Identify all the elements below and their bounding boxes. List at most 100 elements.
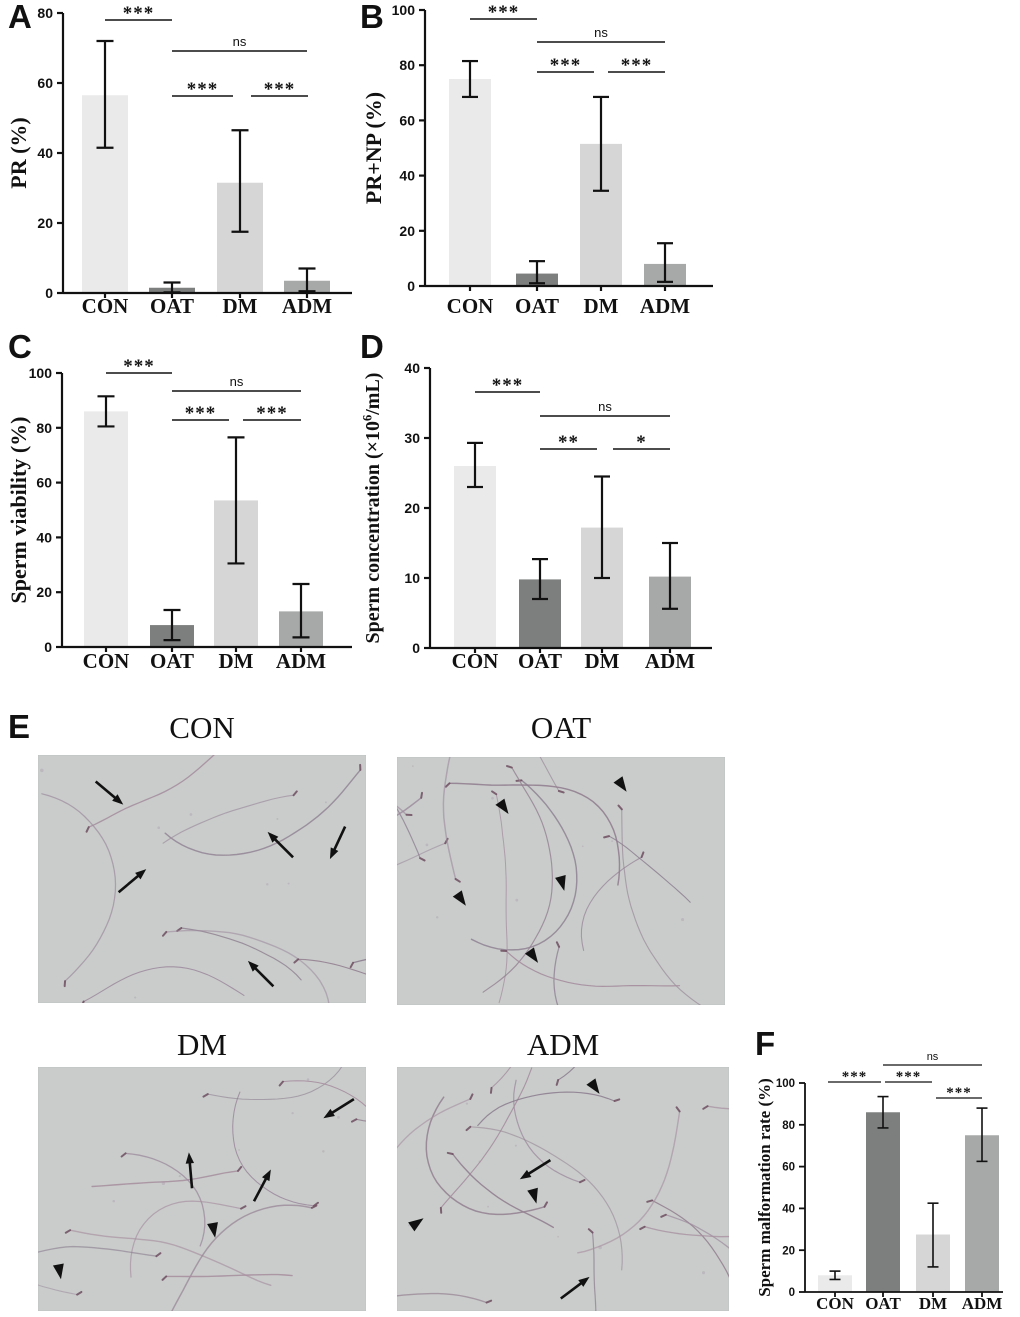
panel-a-svg: A 0 20 40 60 80 CON OAT DM ADM PR (%) *** ns *** *** <box>6 0 352 318</box>
ytick-label: 0 <box>789 1287 795 1299</box>
arrowhead-marker <box>613 776 627 792</box>
ytick-label: 60 <box>37 75 53 91</box>
error-bar-CON <box>97 395 115 428</box>
ytick-label: 20 <box>399 223 415 239</box>
significance-label: *** <box>550 55 582 76</box>
ytick-label: 0 <box>412 640 420 656</box>
y-axis-label: PR (%) <box>6 117 31 188</box>
ytick-label: 80 <box>36 420 52 436</box>
y-axis-label: Sperm concentration (×106/mL) <box>360 373 384 644</box>
significance-CON-OAT: *** <box>470 2 537 23</box>
bar-CON <box>818 1275 852 1292</box>
significance-label: ns <box>230 374 244 389</box>
panel-letter: F <box>755 1025 775 1062</box>
significance-DM-ADM: *** <box>608 55 665 76</box>
significance-label: *** <box>946 1085 972 1101</box>
y-axis-label: Sperm malformation rate (%) <box>755 1078 774 1297</box>
micrograph-label-OAT: OAT <box>531 710 591 745</box>
micrograph-label-DM: DM <box>177 1027 227 1062</box>
arrowhead-marker <box>408 1218 424 1232</box>
axes <box>60 373 352 649</box>
error-bar-ADM <box>976 1107 988 1163</box>
arrowhead-marker <box>555 875 566 891</box>
ytick-label: 40 <box>404 360 420 376</box>
ytick-label: 40 <box>37 145 53 161</box>
error-bar-CON <box>829 1270 841 1281</box>
micrograph-CON <box>38 755 366 1003</box>
ytick-label: 30 <box>404 430 420 446</box>
error-bar-ADM <box>657 242 673 283</box>
ytick-label: 100 <box>776 1078 795 1090</box>
panel-b-svg: B 0 20 40 60 80 100 CON OAT DM ADM PR+NP (%) *** ns **… <box>360 0 713 318</box>
significance-label: ** <box>558 432 579 453</box>
significance-OAT-DM: *** <box>537 55 594 76</box>
significance-label: *** <box>187 79 219 100</box>
error-bar-DM <box>594 475 610 580</box>
axes <box>804 1083 1003 1293</box>
y-axis-label: PR+NP (%) <box>361 92 386 204</box>
significance-OAT-DM: *** <box>172 403 229 424</box>
ytick-label: 20 <box>404 500 420 516</box>
panel-letter: B <box>360 0 384 35</box>
category-label: DM <box>584 294 619 318</box>
arrow-marker <box>94 780 124 805</box>
error-bar-ADM <box>662 541 678 610</box>
category-label: OAT <box>150 294 194 318</box>
arrowhead-marker <box>495 798 509 815</box>
category-label: DM <box>919 1294 947 1313</box>
category-label: ADM <box>282 294 332 318</box>
panel-b-chart: B 0 20 40 60 80 100 CON OAT DM ADM PR+NP (%) *** ns **… <box>355 0 740 330</box>
significance-OAT-DM: *** <box>885 1069 932 1085</box>
panel-letter: C <box>8 330 32 365</box>
arrow-marker <box>267 831 294 859</box>
ytick-label: 40 <box>782 1204 795 1216</box>
significance-CON-OAT: *** <box>828 1069 881 1085</box>
error-bar-OAT <box>877 1095 889 1129</box>
category-label: OAT <box>518 649 562 673</box>
arrow-marker <box>247 960 275 988</box>
error-bar-DM <box>593 95 609 192</box>
arrow-marker <box>560 1276 590 1300</box>
ytick-label: 0 <box>407 278 415 294</box>
arrowhead-marker <box>452 890 466 906</box>
significance-label: ns <box>598 399 612 414</box>
category-label: CON <box>82 294 129 318</box>
error-bar-ADM <box>298 267 316 293</box>
ytick-label: 60 <box>782 1162 795 1174</box>
significance-DM-ADM: *** <box>243 403 301 424</box>
arrow-marker <box>519 1159 552 1180</box>
ytick-label: 80 <box>782 1120 795 1132</box>
ytick-label: 60 <box>36 475 52 491</box>
ytick-label: 20 <box>37 215 53 231</box>
panel-f-chart: F 0 20 40 60 80 100 CON OAT DM ADM Sperm malformati… <box>740 1020 1020 1317</box>
ytick-label: 20 <box>782 1245 795 1257</box>
significance-label: ns <box>594 25 608 40</box>
category-label: CON <box>452 649 499 673</box>
arrowhead-marker <box>586 1078 600 1094</box>
arrow-marker <box>329 825 347 860</box>
significance-label: ns <box>233 34 247 49</box>
arrow-marker <box>323 1098 355 1119</box>
micrograph-label-ADM: ADM <box>527 1027 599 1062</box>
error-bar-CON <box>96 39 114 149</box>
ytick-label: 80 <box>399 57 415 73</box>
panel-letter: A <box>8 0 32 35</box>
significance-OAT-ADM: ns <box>172 34 307 52</box>
significance-CON-OAT: *** <box>105 3 172 24</box>
micrograph-label-CON: CON <box>169 710 234 745</box>
significance-OAT-ADM: ns <box>540 399 670 417</box>
panel-e-svg: E CON OAT DM ADM <box>8 708 729 1311</box>
y-axis-label: Sperm viability (%) <box>6 417 31 604</box>
panel-c-svg: C 0 20 40 60 80 100 CON OAT DM ADM Sperm viability … <box>6 330 352 673</box>
panel-letter: D <box>360 330 384 365</box>
category-label: DM <box>585 649 620 673</box>
ytick-label: 60 <box>399 112 415 128</box>
ytick-label: 100 <box>29 365 53 381</box>
ytick-label: 100 <box>392 2 416 18</box>
panel-e-micrographs: E CON OAT DM ADM <box>0 690 740 1317</box>
significance-OAT-DM: *** <box>172 79 233 100</box>
bar-CON <box>84 411 128 647</box>
panel-c-chart: C 0 20 40 60 80 100 CON OAT DM ADM Sperm viability … <box>0 330 355 680</box>
arrowhead-marker <box>524 947 539 963</box>
